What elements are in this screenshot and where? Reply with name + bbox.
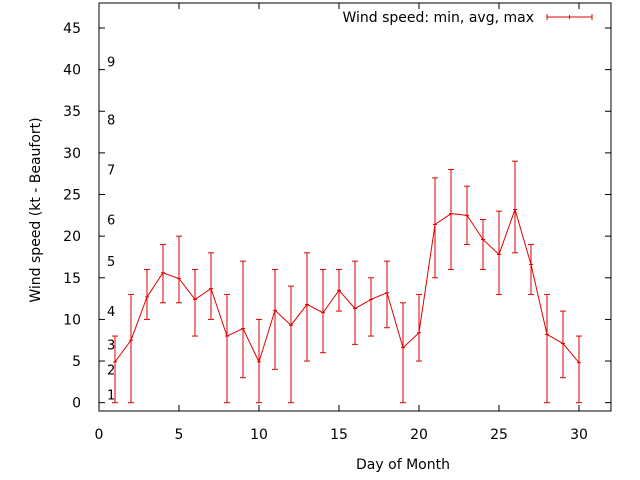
x-tick-label: 30	[570, 427, 588, 443]
y-tick-label: 0	[72, 396, 81, 412]
avg-point	[321, 310, 325, 315]
x-tick-label: 20	[410, 427, 428, 443]
beaufort-label: 9	[107, 55, 115, 70]
beaufort-label: 2	[107, 363, 115, 378]
avg-point	[337, 288, 341, 293]
avg-point	[577, 360, 581, 365]
y-axis-label: Wind speed (kt - Beaufort)	[28, 117, 44, 302]
y-tick-label: 25	[63, 188, 81, 204]
beaufort-label: 3	[107, 338, 115, 353]
y-tick-label: 35	[63, 104, 81, 120]
avg-point	[289, 323, 293, 328]
avg-point	[497, 252, 501, 257]
y-tick-label: 20	[63, 229, 81, 245]
y-tick-label: 15	[63, 271, 81, 287]
legend-label: Wind speed: min, avg, max	[342, 10, 534, 26]
avg-point	[145, 294, 149, 299]
avg-point	[513, 207, 517, 212]
y-tick-label: 5	[72, 354, 81, 370]
avg-point	[305, 302, 309, 307]
avg-point	[209, 286, 213, 291]
y-tick-label: 40	[63, 63, 81, 79]
avg-point	[385, 290, 389, 295]
avg-point	[113, 359, 117, 364]
beaufort-scale-labels: 1 2 3 4 5 6 7 8 9	[107, 55, 115, 403]
avg-point	[401, 345, 405, 350]
avg-point	[545, 332, 549, 337]
y-tick-label: 30	[63, 146, 81, 162]
beaufort-label: 4	[107, 305, 115, 320]
avg-point	[161, 270, 165, 275]
beaufort-label: 5	[107, 255, 115, 270]
y-tick-label: 10	[63, 312, 81, 328]
avg-point	[177, 276, 181, 281]
avg-point	[529, 262, 533, 267]
avg-point	[481, 237, 485, 242]
avg-point	[433, 222, 437, 227]
avg-point	[561, 341, 565, 346]
avg-point	[273, 308, 277, 313]
avg-point	[129, 338, 133, 343]
x-tick-label: 0	[95, 427, 104, 443]
avg-point	[465, 213, 469, 218]
x-tick-label: 15	[330, 427, 348, 443]
x-tick-label: 5	[175, 427, 184, 443]
avg-point	[257, 359, 261, 364]
avg-line	[114, 207, 580, 364]
avg-point	[225, 334, 229, 339]
legend: Wind speed: min, avg, max	[342, 10, 593, 26]
beaufort-label: 8	[107, 114, 115, 129]
plot-frame	[98, 2, 612, 412]
beaufort-label: 6	[107, 213, 115, 228]
avg-point	[417, 330, 421, 335]
series-wind-speed	[112, 160, 582, 404]
avg-point	[241, 326, 245, 331]
avg-point	[369, 297, 373, 302]
x-tick-label: 25	[490, 427, 508, 443]
x-tick-label: 10	[250, 427, 268, 443]
y-tick-label: 45	[63, 21, 81, 37]
x-axis-label: Day of Month	[356, 457, 450, 473]
avg-point	[449, 211, 453, 216]
avg-point	[193, 297, 197, 302]
beaufort-label: 1	[107, 388, 115, 403]
avg-point	[353, 306, 357, 311]
beaufort-label: 7	[107, 164, 115, 179]
